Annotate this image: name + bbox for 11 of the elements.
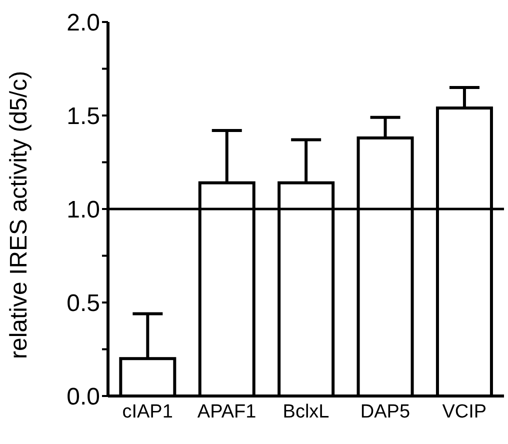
x-tick-label: APAF1 bbox=[197, 401, 256, 422]
x-tick-label: DAP5 bbox=[360, 401, 410, 422]
x-tick-label: cIAP1 bbox=[122, 401, 173, 422]
x-tick-label: VCIP bbox=[442, 401, 487, 422]
y-tick-label: 1.0 bbox=[66, 196, 100, 224]
y-axis-title: relative IRES activity (d5/c) bbox=[6, 70, 33, 359]
y-tick-label: 1.5 bbox=[66, 103, 100, 130]
y-tick-label: 2.0 bbox=[66, 10, 100, 37]
y-tick-label: 0.5 bbox=[66, 290, 100, 318]
y-tick-label: 0.0 bbox=[66, 384, 100, 411]
x-tick-label: BclxL bbox=[282, 401, 330, 422]
